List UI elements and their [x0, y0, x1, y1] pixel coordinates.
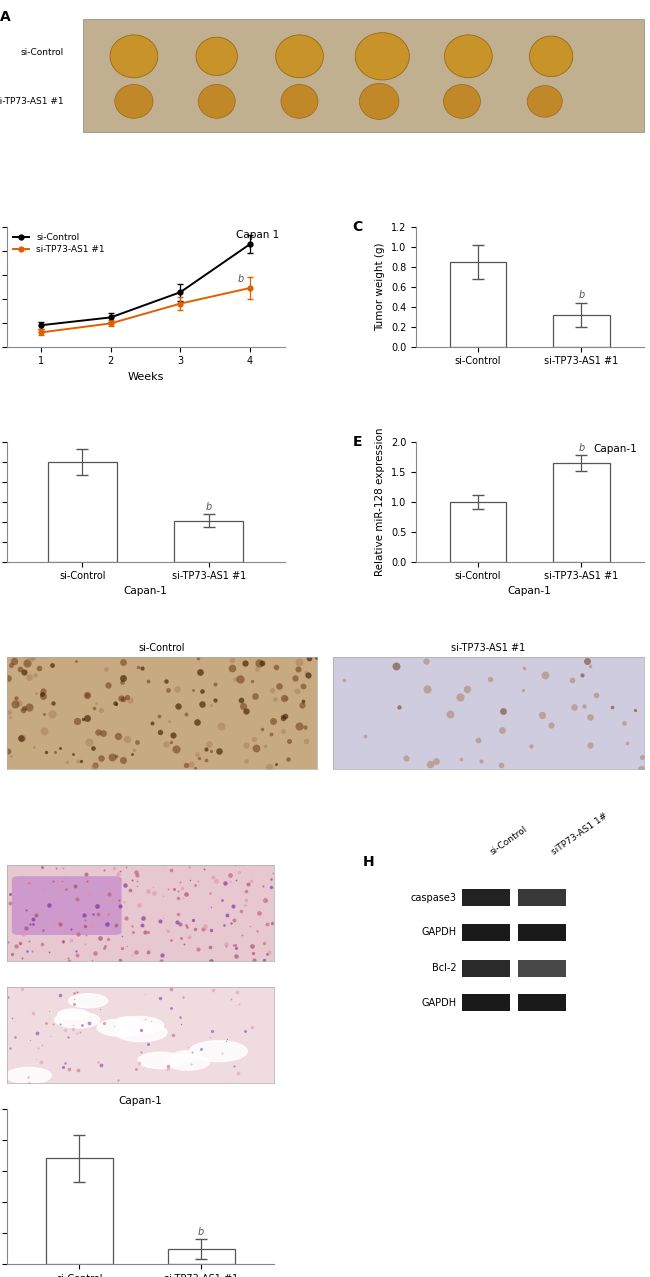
Bar	[83, 19, 644, 132]
Bar	[553, 315, 610, 347]
Ellipse shape	[276, 34, 324, 78]
Circle shape	[138, 1052, 183, 1069]
Y-axis label: Tumor weight (g): Tumor weight (g)	[375, 243, 385, 331]
Text: Capan-1: Capan-1	[118, 1097, 162, 1106]
Circle shape	[173, 1051, 200, 1061]
Bar	[46, 1158, 113, 1264]
FancyBboxPatch shape	[517, 923, 566, 941]
Circle shape	[69, 994, 107, 1008]
FancyBboxPatch shape	[12, 876, 122, 935]
FancyBboxPatch shape	[517, 994, 566, 1011]
Bar	[450, 262, 506, 347]
Text: si-Control: si-Control	[138, 644, 185, 654]
Legend: si-Control, si-TP73-AS1 #1: si-Control, si-TP73-AS1 #1	[11, 231, 107, 255]
Ellipse shape	[198, 84, 235, 119]
FancyBboxPatch shape	[462, 960, 510, 977]
Ellipse shape	[196, 37, 237, 75]
Bar	[168, 1249, 235, 1264]
Bar	[450, 502, 506, 562]
Text: b: b	[198, 1226, 204, 1236]
Bar	[553, 462, 610, 562]
X-axis label: Capan-1: Capan-1	[124, 586, 168, 595]
Text: si-TP73-AS1 #1: si-TP73-AS1 #1	[451, 644, 525, 654]
Text: GAPDH: GAPDH	[421, 997, 456, 1008]
Ellipse shape	[115, 84, 153, 119]
Text: si-Control: si-Control	[21, 49, 64, 57]
Text: siTP73-AS1 1#: siTP73-AS1 1#	[550, 812, 609, 857]
Text: GAPDH: GAPDH	[421, 927, 456, 937]
Circle shape	[114, 1016, 163, 1034]
Text: b: b	[238, 275, 244, 285]
Text: A: A	[0, 10, 11, 24]
Text: si-Control: si-Control	[488, 825, 529, 857]
FancyBboxPatch shape	[517, 960, 566, 977]
Circle shape	[115, 1023, 167, 1042]
Circle shape	[55, 1011, 99, 1028]
Circle shape	[58, 1009, 88, 1020]
Circle shape	[97, 1019, 145, 1036]
X-axis label: Weeks: Weeks	[127, 372, 164, 382]
Ellipse shape	[445, 34, 492, 78]
Circle shape	[6, 1068, 51, 1084]
Y-axis label: Relative miR-128 expression: Relative miR-128 expression	[375, 428, 385, 576]
Text: Capan-1: Capan-1	[593, 444, 636, 455]
FancyBboxPatch shape	[462, 923, 510, 941]
Text: si-TP73-AS1 #1: si-TP73-AS1 #1	[0, 97, 64, 106]
Text: C: C	[352, 220, 363, 234]
Ellipse shape	[527, 86, 562, 117]
Text: Bcl-2: Bcl-2	[432, 963, 456, 973]
Ellipse shape	[530, 36, 573, 77]
Ellipse shape	[356, 33, 410, 80]
Ellipse shape	[110, 34, 158, 78]
Text: E: E	[352, 434, 362, 448]
Text: b: b	[578, 290, 584, 300]
Bar	[174, 521, 244, 562]
Ellipse shape	[359, 83, 399, 119]
Circle shape	[116, 1016, 140, 1025]
FancyBboxPatch shape	[462, 994, 510, 1011]
Circle shape	[166, 1055, 209, 1070]
Ellipse shape	[443, 84, 480, 119]
FancyBboxPatch shape	[517, 889, 566, 907]
Text: caspase3: caspase3	[410, 893, 456, 903]
Ellipse shape	[281, 84, 318, 119]
X-axis label: Capan-1: Capan-1	[508, 586, 552, 595]
Text: b: b	[578, 443, 584, 452]
Text: Capan 1: Capan 1	[236, 230, 279, 240]
Text: H: H	[363, 856, 374, 870]
Circle shape	[190, 1041, 247, 1061]
Bar	[47, 462, 117, 562]
Text: b: b	[205, 502, 212, 512]
FancyBboxPatch shape	[462, 889, 510, 907]
